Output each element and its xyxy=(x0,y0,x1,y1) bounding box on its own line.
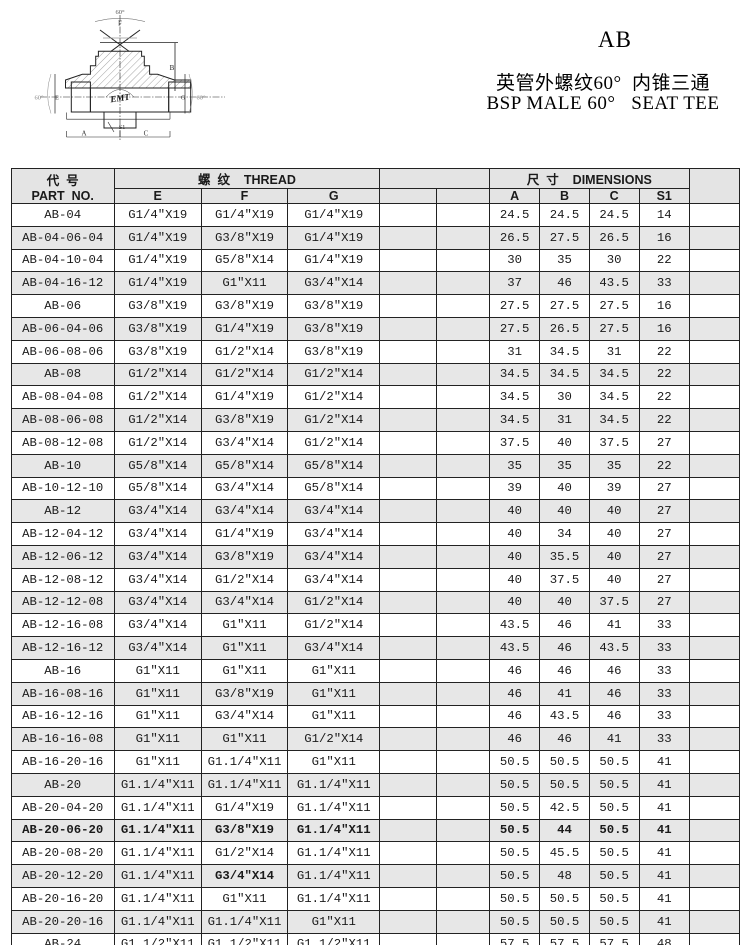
svg-text:E: E xyxy=(55,96,59,102)
svg-text:60°: 60° xyxy=(196,95,206,102)
svg-text:S1: S1 xyxy=(119,124,126,131)
svg-text:B: B xyxy=(170,64,175,72)
svg-text:G: G xyxy=(181,96,186,102)
svg-text:A: A xyxy=(81,130,86,138)
svg-text:60°: 60° xyxy=(34,95,44,102)
svg-text:C: C xyxy=(144,130,149,138)
svg-text:EMT: EMT xyxy=(109,92,131,105)
